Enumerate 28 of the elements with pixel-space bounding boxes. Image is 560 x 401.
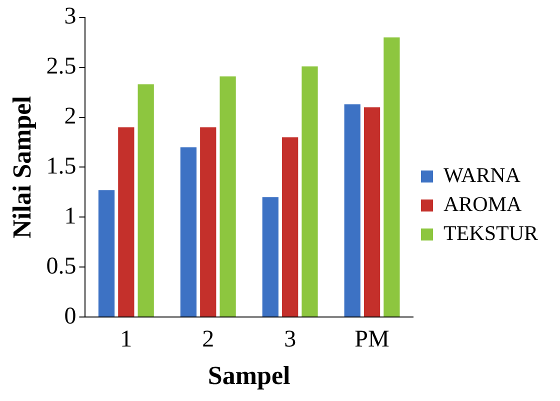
y-tick-label: 1 bbox=[64, 203, 76, 230]
y-axis-title: Nilai Sampel bbox=[7, 96, 36, 238]
x-tick-label: 1 bbox=[120, 326, 132, 353]
bar bbox=[98, 190, 115, 316]
legend-label: WARNA bbox=[444, 163, 522, 188]
bar bbox=[180, 147, 197, 316]
bar bbox=[302, 66, 318, 316]
y-tick-label: 1.5 bbox=[46, 153, 76, 180]
bar bbox=[118, 127, 134, 316]
bar bbox=[262, 197, 278, 316]
legend-label: AROMA bbox=[444, 192, 523, 216]
y-tick-label: 2 bbox=[64, 104, 76, 130]
y-tick-label: 2.5 bbox=[46, 54, 76, 80]
x-tick-label: PM bbox=[354, 326, 390, 353]
y-tick-label: 3 bbox=[64, 4, 76, 30]
y-tick-label: 0.5 bbox=[46, 253, 76, 280]
x-axis-title: Sampel bbox=[208, 361, 290, 390]
bar bbox=[220, 76, 236, 316]
bar bbox=[138, 84, 154, 316]
y-tick-label: 0 bbox=[64, 303, 76, 330]
bar bbox=[282, 137, 298, 316]
legend-label: TEKSTUR bbox=[444, 221, 538, 246]
x-tick-label: 2 bbox=[202, 326, 214, 353]
bar bbox=[384, 37, 400, 316]
x-tick-label: 3 bbox=[284, 326, 296, 353]
bar bbox=[364, 107, 380, 316]
bar bbox=[344, 104, 360, 316]
bar bbox=[200, 127, 216, 316]
